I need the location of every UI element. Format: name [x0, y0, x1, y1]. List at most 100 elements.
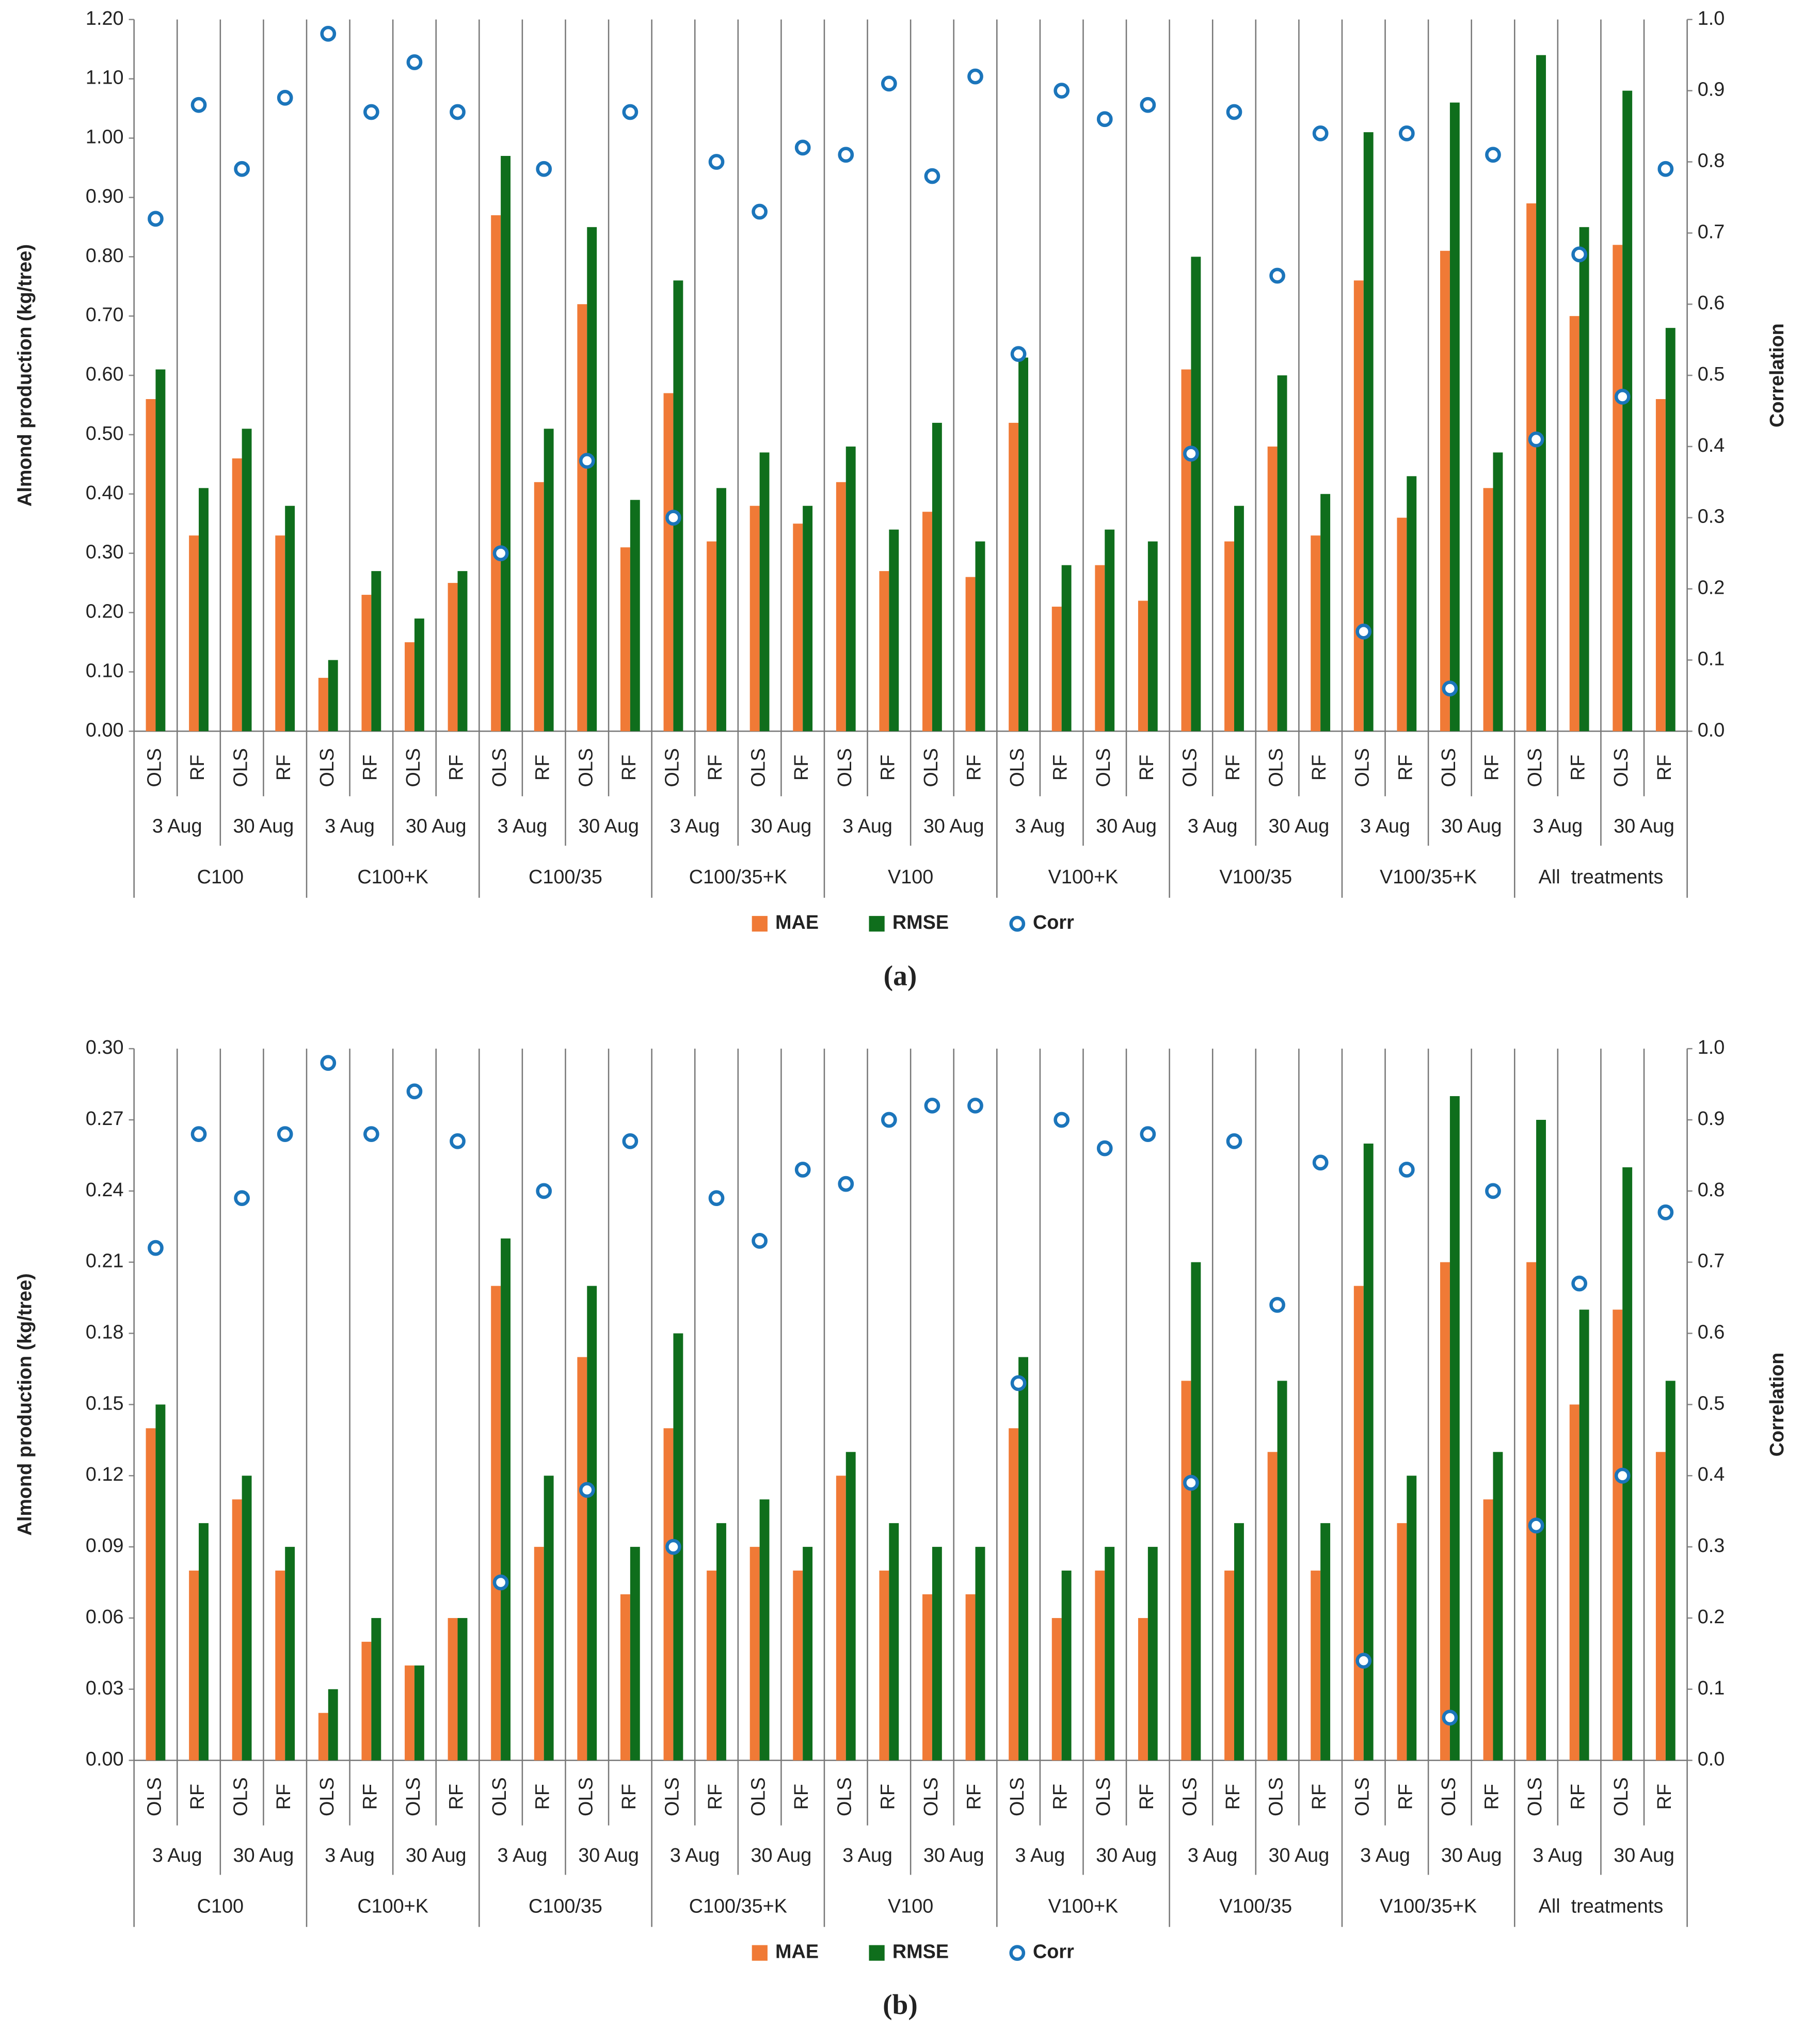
bar	[1579, 227, 1589, 732]
bar	[1051, 1618, 1062, 1761]
bar	[457, 1618, 468, 1761]
corr-marker	[1657, 161, 1674, 177]
y-tick-label: 0.00	[86, 1749, 124, 1770]
category-label: RF	[1481, 1784, 1503, 1810]
bar	[1181, 369, 1191, 732]
category-label: RF	[1654, 755, 1676, 781]
y2-tick-label: 0.8	[1698, 1179, 1725, 1201]
corr-marker	[1183, 1475, 1199, 1491]
category-label: RF	[618, 755, 640, 781]
corr-marker	[277, 1126, 293, 1142]
corr-marker	[1657, 1204, 1674, 1221]
corr-marker	[838, 1176, 854, 1192]
category-label: OLS	[1438, 1777, 1460, 1816]
bar	[1095, 1571, 1105, 1761]
corr-marker	[1442, 680, 1458, 696]
bar	[1095, 565, 1105, 732]
bar	[932, 1547, 942, 1761]
bar	[1363, 1143, 1374, 1761]
date-label: 3 Aug	[842, 816, 892, 837]
legend-swatch	[869, 1945, 885, 1961]
bar	[1234, 505, 1244, 732]
legend-label: RMSE	[892, 912, 949, 933]
bar	[1579, 1309, 1589, 1761]
category-label: RF	[1222, 755, 1244, 781]
y2-tick-label: 0.5	[1698, 363, 1725, 385]
date-label: 30 Aug	[923, 816, 984, 837]
category-label: OLS	[1438, 748, 1460, 787]
corr-marker	[881, 1112, 897, 1128]
bar	[405, 642, 414, 732]
corr-marker	[1183, 446, 1199, 462]
y-tick-label: 0.80	[86, 245, 124, 266]
bar	[371, 1618, 381, 1761]
bar	[889, 1523, 899, 1761]
y2-tick-label: 0.9	[1698, 1108, 1725, 1130]
bar	[1320, 1523, 1331, 1761]
category-label: RF	[1395, 1784, 1416, 1810]
category-label: OLS	[143, 1777, 165, 1816]
corr-marker	[708, 1190, 725, 1207]
category-label: RF	[187, 755, 209, 781]
corr-marker	[924, 168, 940, 184]
group-label: C100/35+K	[689, 1895, 787, 1917]
category-label: RF	[532, 1784, 554, 1810]
bar	[1277, 1381, 1287, 1761]
category-label: OLS	[661, 748, 683, 787]
bar	[1009, 1428, 1019, 1761]
corr-marker	[838, 147, 854, 163]
corr-marker	[967, 68, 983, 85]
bar	[889, 529, 899, 732]
corr-marker	[1398, 1162, 1415, 1178]
corr-marker	[1054, 83, 1070, 99]
corr-marker	[1269, 267, 1285, 284]
corr-marker	[1571, 246, 1588, 263]
date-label: 3 Aug	[1360, 816, 1410, 837]
bar	[707, 1571, 717, 1761]
bar	[975, 541, 985, 732]
corr-marker	[708, 154, 725, 170]
category-label: RF	[359, 1784, 381, 1810]
bar	[1622, 90, 1633, 732]
y2-tick-label: 0.5	[1698, 1392, 1725, 1414]
bar	[1363, 132, 1374, 732]
corr-marker	[1614, 389, 1631, 405]
category-label: OLS	[1266, 1777, 1287, 1816]
y2-tick-label: 0.1	[1698, 1677, 1725, 1699]
corr-marker	[1398, 125, 1415, 141]
date-label: 30 Aug	[751, 1845, 812, 1866]
date-label: 30 Aug	[1269, 816, 1330, 837]
bar	[285, 1547, 295, 1761]
bar	[405, 1665, 414, 1761]
bar	[749, 1547, 760, 1761]
bar	[1267, 1452, 1278, 1761]
bar	[318, 677, 328, 732]
corr-marker	[190, 1126, 207, 1142]
bar	[922, 512, 932, 732]
legend-label: MAE	[775, 912, 819, 933]
category-label: OLS	[1352, 1777, 1374, 1816]
category-label: RF	[1309, 1784, 1330, 1810]
category-label: RF	[1481, 755, 1503, 781]
bar	[232, 458, 242, 732]
bar	[1526, 203, 1537, 732]
date-label: 3 Aug	[670, 816, 720, 837]
category-label: RF	[963, 755, 985, 781]
legend-label: Corr	[1033, 1941, 1074, 1963]
group-label: V100	[888, 1895, 933, 1917]
category-label: OLS	[661, 1777, 683, 1816]
bar	[361, 595, 372, 732]
corr-marker	[1312, 1154, 1329, 1171]
category-label: OLS	[1610, 1777, 1632, 1816]
date-label: 3 Aug	[670, 1845, 720, 1866]
date-label: 3 Aug	[498, 816, 548, 837]
bar	[491, 1286, 501, 1761]
category-label: OLS	[1179, 748, 1201, 787]
y2-tick-label: 0.7	[1698, 221, 1725, 243]
bar	[716, 488, 726, 732]
group-label: C100	[197, 1895, 244, 1917]
bar	[275, 535, 285, 732]
date-label: 3 Aug	[1188, 816, 1238, 837]
bar	[1407, 1476, 1417, 1761]
